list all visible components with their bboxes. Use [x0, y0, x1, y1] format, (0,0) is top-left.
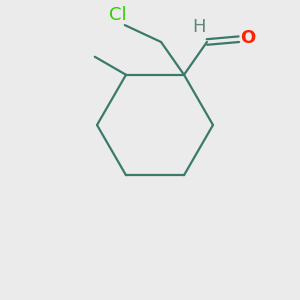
Text: H: H — [192, 18, 206, 36]
Text: Cl: Cl — [109, 6, 127, 24]
Text: O: O — [240, 29, 255, 47]
